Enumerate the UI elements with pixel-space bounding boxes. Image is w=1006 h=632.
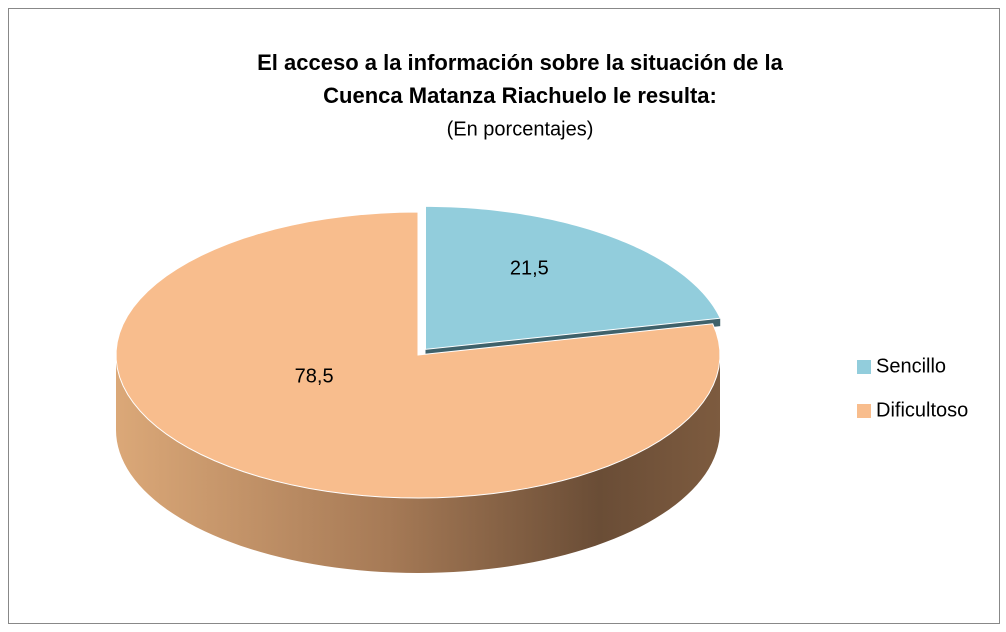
pie-slice [425, 205, 721, 350]
legend-label: Dificultoso [876, 399, 968, 421]
legend-swatch [857, 404, 871, 418]
chart-title: Cuenca Matanza Riachuelo le resulta: [323, 83, 717, 108]
legend-label: Sencillo [876, 355, 946, 377]
legend-swatch [857, 360, 871, 374]
pie-slice [115, 211, 721, 499]
chart-subtitle: (En porcentajes) [447, 118, 594, 140]
data-label: 78,5 [295, 366, 334, 388]
data-label: 21,5 [510, 257, 549, 279]
chart-title: El acceso a la información sobre la situ… [257, 50, 784, 75]
pie-slice-side [116, 355, 720, 573]
